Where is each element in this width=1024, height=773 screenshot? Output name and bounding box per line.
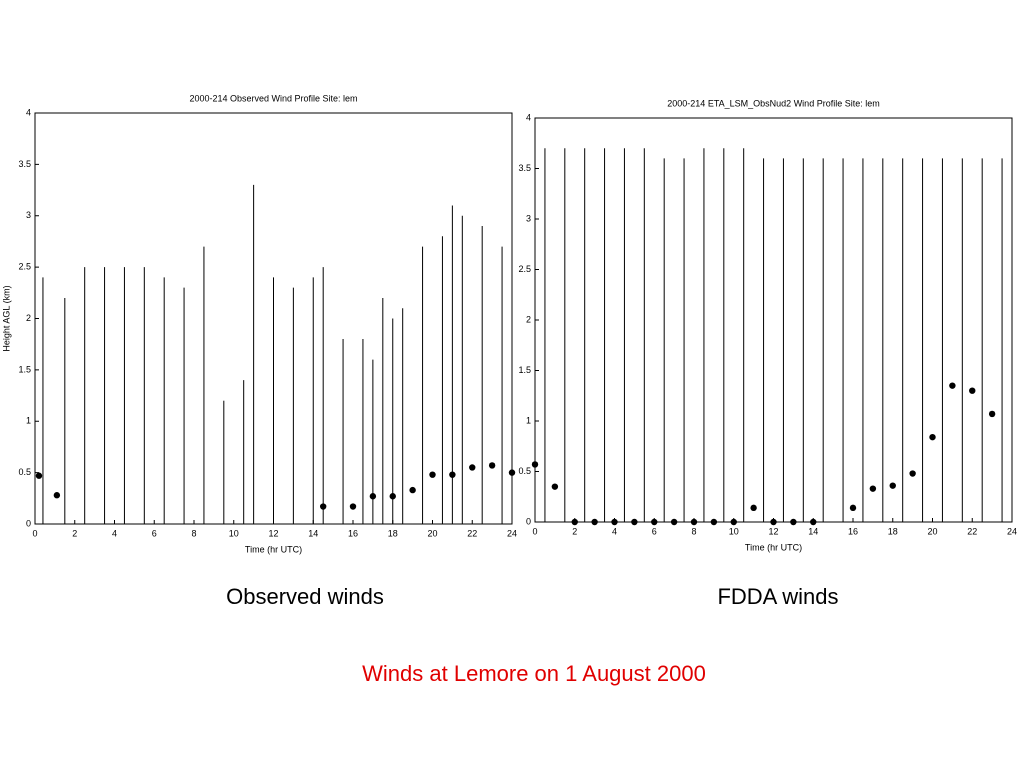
point	[969, 387, 976, 394]
x-tick-label: 0	[532, 526, 537, 536]
y-tick-label: 3.5	[518, 163, 531, 173]
x-tick-label: 22	[967, 526, 977, 536]
chart-title: 2000-214 ETA_LSM_ObsNud2 Wind Profile Si…	[667, 98, 879, 108]
y-tick-label: 4	[526, 112, 531, 122]
point	[35, 472, 43, 479]
x-tick-label: 16	[848, 526, 858, 536]
x-tick-label: 0	[32, 528, 37, 538]
point	[508, 469, 516, 476]
point	[770, 518, 777, 526]
x-tick-label: 8	[191, 528, 196, 538]
point	[710, 518, 718, 526]
x-tick-label: 24	[507, 528, 517, 538]
x-tick-label: 4	[112, 528, 117, 538]
y-tick-label: 0	[526, 516, 531, 526]
point	[591, 518, 598, 526]
x-axis-label: Time (hr UTC)	[745, 542, 802, 552]
point	[53, 492, 61, 499]
point	[750, 504, 757, 512]
x-tick-label: 22	[467, 528, 477, 538]
y-tick-label: 2.5	[18, 262, 31, 272]
point	[730, 518, 737, 526]
x-tick-label: 20	[927, 526, 937, 536]
point	[690, 518, 698, 526]
y-tick-label: 1	[526, 415, 531, 425]
y-tick-label: 0.5	[518, 466, 531, 476]
footer-title: Winds at Lemore on 1 August 2000	[362, 661, 706, 686]
x-axis-label: Time (hr UTC)	[245, 544, 302, 554]
x-tick-label: 14	[808, 526, 818, 536]
x-tick-label: 6	[152, 528, 157, 538]
x-tick-label: 10	[729, 526, 739, 536]
x-tick-label: 16	[348, 528, 358, 538]
point	[449, 471, 456, 478]
y-tick-label: 2.5	[518, 264, 531, 274]
x-tick-label: 6	[652, 526, 657, 536]
x-tick-label: 10	[229, 528, 239, 538]
point	[949, 382, 956, 389]
plot-frame	[534, 117, 1013, 523]
point	[889, 482, 896, 489]
point	[929, 433, 936, 441]
y-tick-label: 1.5	[518, 365, 531, 375]
y-tick-label: 1.5	[18, 364, 31, 374]
point	[790, 518, 797, 526]
point	[319, 503, 327, 510]
x-tick-label: 14	[308, 528, 318, 538]
x-tick-label: 4	[612, 526, 617, 536]
caption: Observed winds	[226, 584, 384, 609]
point	[651, 518, 658, 526]
point	[988, 410, 996, 418]
point	[488, 462, 496, 469]
point	[409, 486, 416, 494]
point	[571, 518, 578, 526]
point	[369, 493, 377, 500]
point	[429, 471, 436, 478]
y-tick-label: 3	[526, 213, 531, 223]
y-tick-label: 1	[26, 416, 31, 426]
y-tick-label: 4	[26, 107, 31, 117]
y-tick-label: 3	[26, 210, 31, 220]
y-axis-label: Height AGL (km)	[1, 285, 11, 351]
point	[349, 503, 357, 510]
point	[631, 518, 638, 526]
point	[670, 518, 678, 526]
y-tick-label: 0.5	[18, 467, 31, 477]
x-tick-label: 12	[268, 528, 278, 538]
chart-title: 2000-214 Observed Wind Profile Site: lem	[189, 93, 357, 103]
y-tick-label: 3.5	[18, 159, 31, 169]
x-tick-label: 24	[1007, 526, 1017, 536]
point	[389, 493, 396, 500]
caption: FDDA winds	[717, 584, 838, 609]
point	[909, 470, 916, 477]
point	[849, 504, 857, 512]
point	[551, 483, 559, 490]
point	[531, 461, 539, 468]
point	[469, 464, 476, 471]
x-tick-label: 8	[691, 526, 696, 536]
point	[810, 518, 817, 526]
x-tick-label: 18	[388, 528, 398, 538]
y-tick-label: 2	[26, 313, 31, 323]
point	[611, 518, 618, 526]
y-tick-label: 2	[526, 314, 531, 324]
x-tick-label: 2	[72, 528, 77, 538]
y-tick-label: 0	[26, 518, 31, 528]
x-tick-label: 2	[572, 526, 577, 536]
point	[869, 485, 877, 492]
x-tick-label: 20	[427, 528, 437, 538]
x-tick-label: 12	[768, 526, 778, 536]
x-tick-label: 18	[888, 526, 898, 536]
